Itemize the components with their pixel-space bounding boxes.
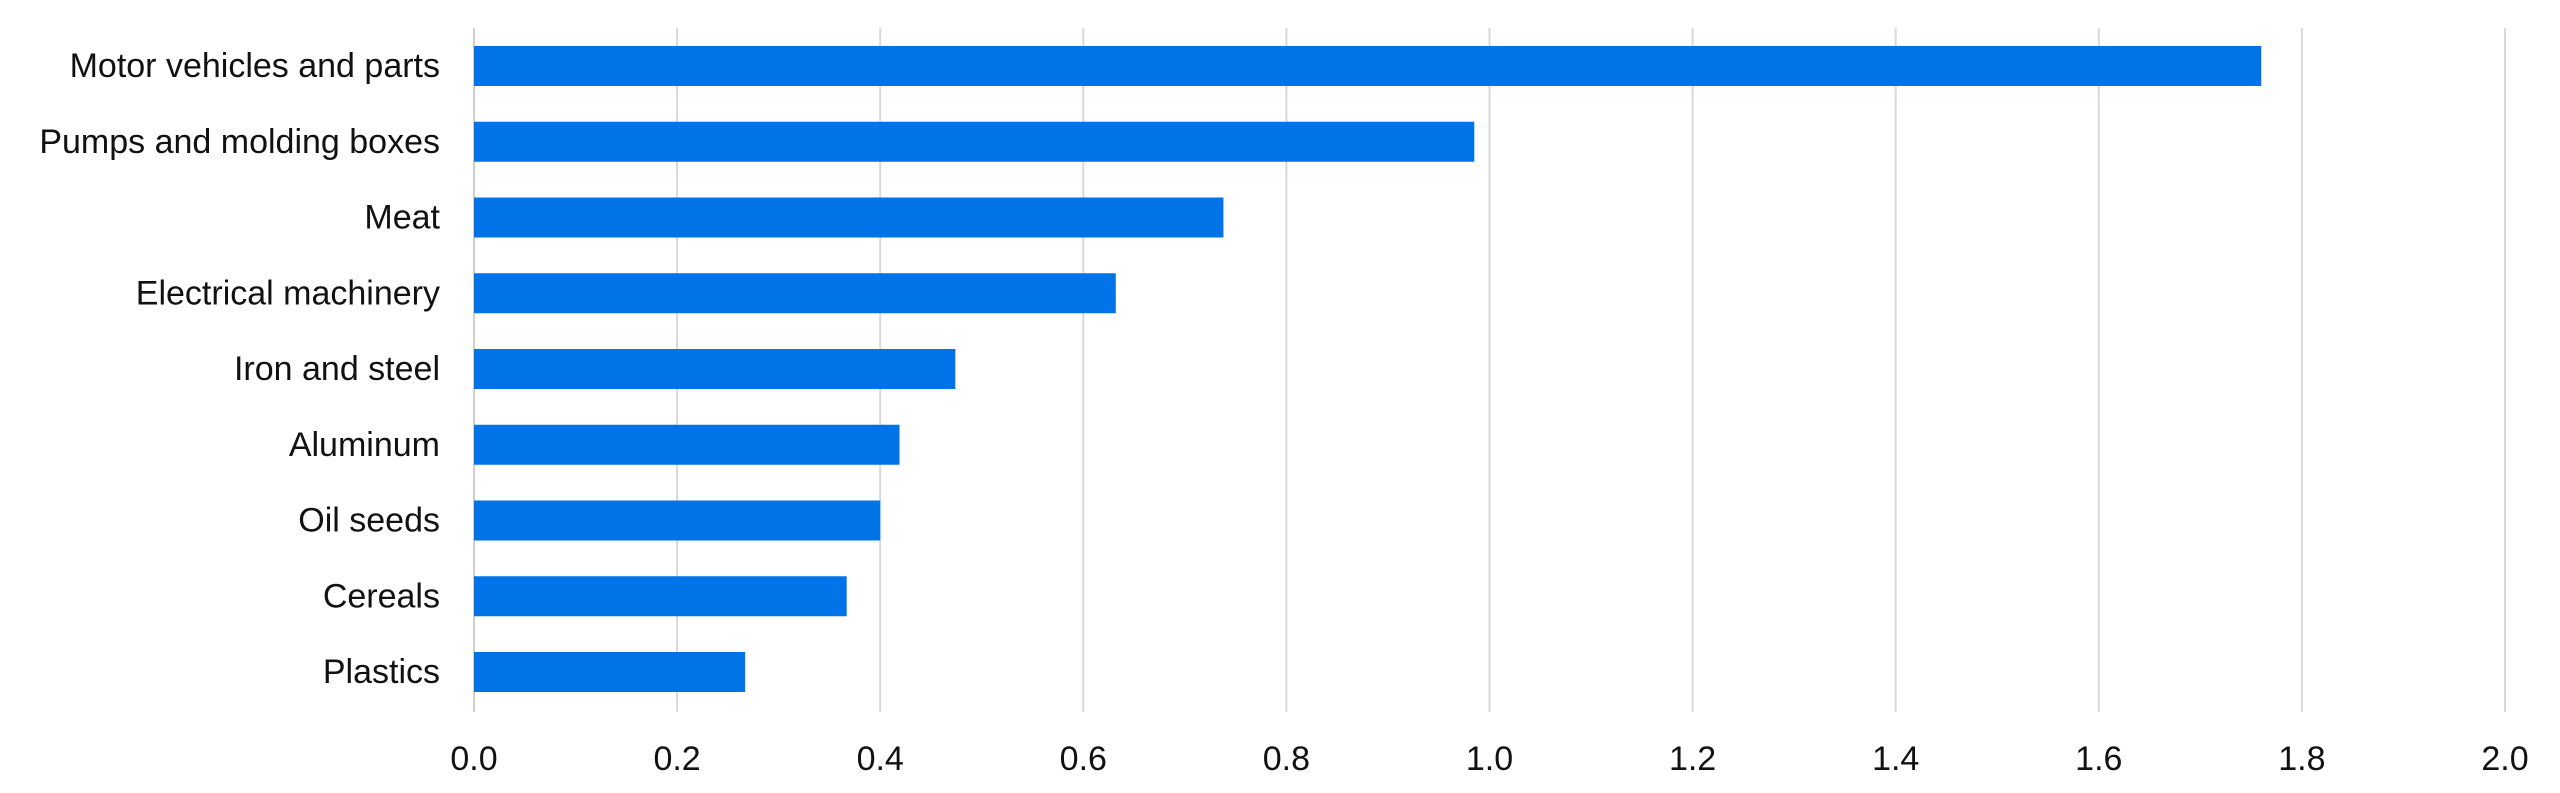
bar — [474, 273, 1116, 314]
bar — [474, 46, 2262, 86]
category-label: Plastics — [323, 653, 440, 691]
x-tick-label: 0.8 — [1263, 740, 1310, 778]
bar — [474, 349, 956, 389]
bar — [474, 424, 900, 465]
category-label: Cereals — [323, 577, 440, 615]
category-labels: Motor vehicles and parts Pumps and moldin… — [39, 47, 440, 691]
x-tick-label: 2.0 — [2481, 740, 2528, 778]
x-tick-label: 1.8 — [2278, 740, 2325, 778]
category-label: Electrical machinery — [136, 274, 440, 312]
bars — [474, 46, 2262, 692]
bar — [474, 121, 1475, 162]
category-label: Meat — [364, 199, 440, 237]
x-tick-label: 1.6 — [2075, 740, 2122, 778]
bar — [474, 500, 881, 541]
category-label: Pumps and molding boxes — [39, 123, 440, 161]
bar — [474, 652, 746, 692]
x-tick-label: 1.0 — [1466, 740, 1513, 778]
x-tick-label: 1.4 — [1872, 740, 1919, 778]
category-label: Iron and steel — [234, 350, 440, 388]
x-tick-label: 0.6 — [1060, 740, 1107, 778]
category-label: Motor vehicles and parts — [70, 47, 440, 85]
x-tick-label: 0.2 — [653, 740, 700, 778]
x-tick-label: 0.0 — [450, 740, 497, 778]
bar — [474, 197, 1224, 238]
category-label: Aluminum — [289, 426, 440, 464]
category-label: Oil seeds — [298, 502, 440, 540]
x-axis-tick-labels: 0.0 0.2 0.4 0.6 0.8 1.0 1.2 1.4 1.6 1.8 2.0 — [450, 740, 2528, 778]
bar — [474, 576, 847, 617]
x-tick-label: 0.4 — [857, 740, 904, 778]
x-tick-label: 1.2 — [1669, 740, 1716, 778]
